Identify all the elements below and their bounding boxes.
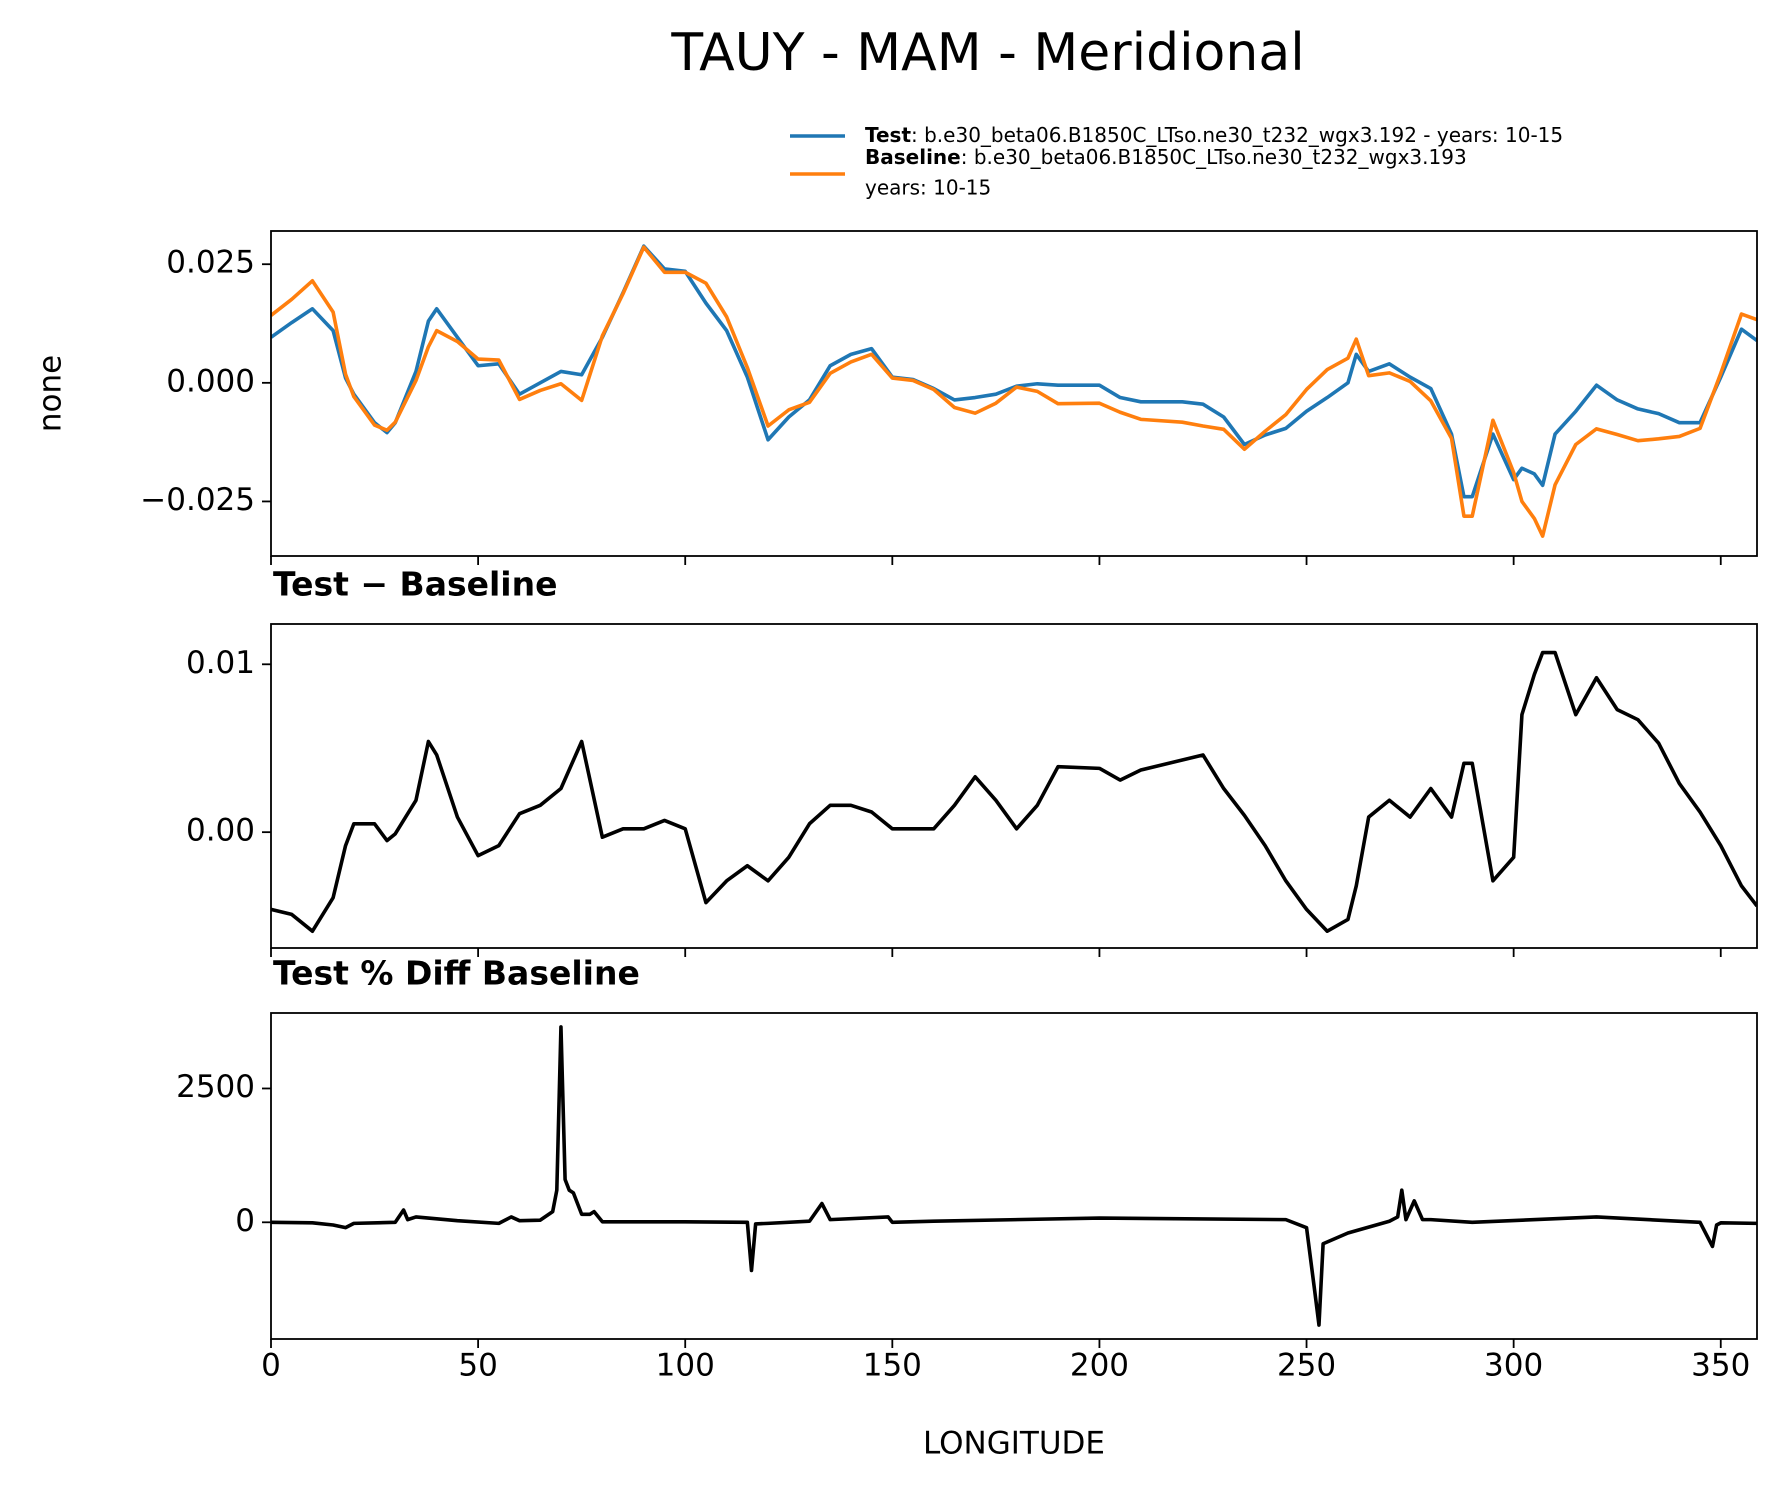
legend-description: : b.e30_beta06.B1850C_LTso.ne30_t232_wgx… [961,145,1467,169]
y-tick-label: 0.025 [166,245,255,281]
y-tick-label: 0.000 [166,363,255,399]
legend-label: Test: b.e30_beta06.B1850C_LTso.ne30_t232… [865,123,1563,147]
x-tick-label: 50 [458,1348,497,1384]
data-line [271,245,1757,538]
x-tick-label: 200 [1070,1348,1129,1384]
x-tick-label: 150 [863,1348,922,1384]
x-tick-label: 300 [1484,1348,1543,1384]
y-axis-label: none [33,355,69,432]
x-tick-label: 0 [261,1348,281,1384]
subplot-title: Test − Baseline [273,565,558,604]
legend-label: Baseline: b.e30_beta06.B1850C_LTso.ne30_… [865,145,1467,169]
data-line [271,650,1757,934]
axes-frame [270,1012,1758,1340]
data-line [271,244,1757,499]
y-tick-label: 2500 [176,1069,255,1105]
data-line [271,1025,1757,1327]
x-tick-label: 100 [656,1348,715,1384]
y-tick-label: 0 [235,1203,255,1239]
y-tick-label: 0.00 [186,813,255,849]
x-axis-label: LONGITUDE [923,1426,1105,1462]
plot-area [271,650,1757,934]
legend-description: : b.e30_beta06.B1850C_LTso.ne30_t232_wgx… [911,123,1563,147]
x-tick-label: 350 [1691,1348,1750,1384]
y-tick-label: −0.025 [140,482,255,518]
figure-title: TAUY - MAM - Meridional [670,23,1304,83]
x-tick-label: 250 [1277,1348,1336,1384]
subplot-title: Test % Diff Baseline [273,954,640,993]
plot-area [271,1025,1757,1327]
legend-name: Test [865,123,911,147]
axes-frame [270,623,1758,949]
plot-area [271,244,1757,538]
y-tick-label: 0.01 [186,645,255,681]
legend-name: Baseline [865,145,961,169]
axes-frame [270,230,1758,557]
legend-description: years: 10-15 [865,176,991,200]
